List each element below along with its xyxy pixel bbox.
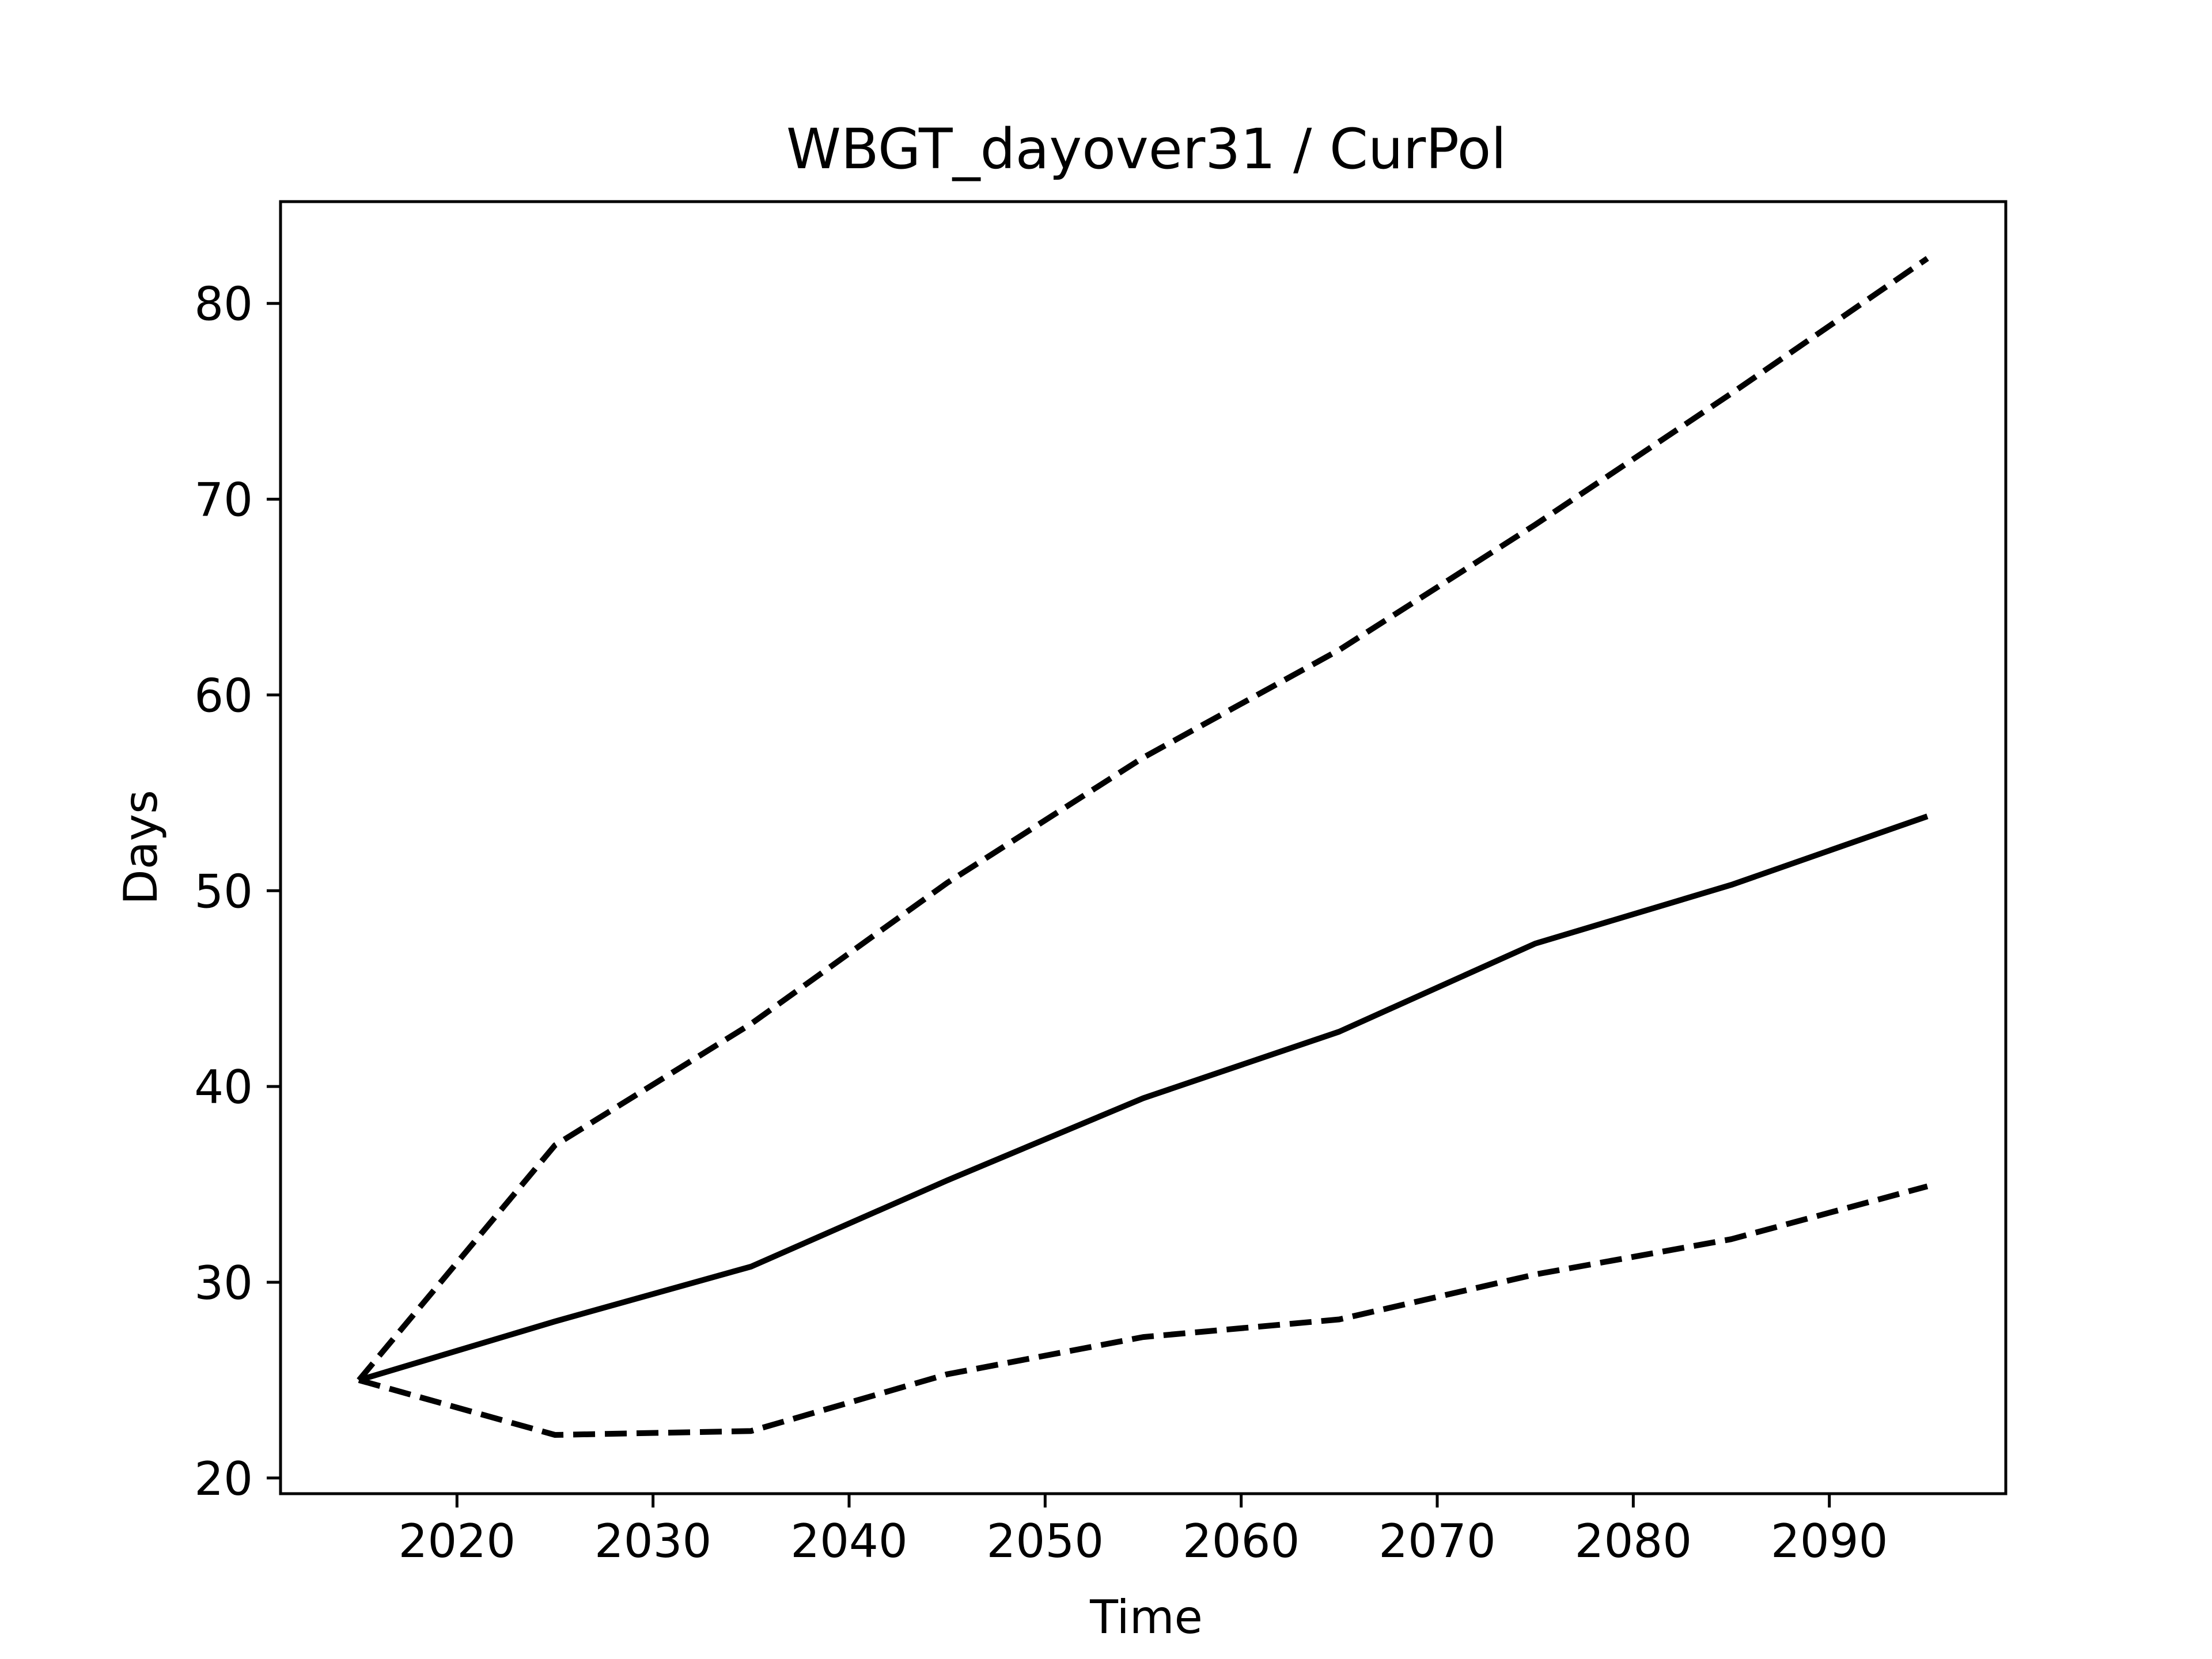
x-tick-label-2050: 2050 <box>987 1514 1104 1568</box>
y-tick-label-60: 60 <box>194 669 253 722</box>
series-group <box>357 256 1929 1438</box>
x-tick-label-2040: 2040 <box>790 1514 908 1568</box>
y-axis-label: Days <box>114 790 168 905</box>
x-tick-label-2020: 2020 <box>399 1514 516 1568</box>
chart-title: WBGT_dayover31 / CurPol <box>786 117 1506 181</box>
x-tick-label-2080: 2080 <box>1575 1514 1692 1568</box>
plot-area-frame <box>279 200 2008 1495</box>
x-tick-label-2060: 2060 <box>1183 1514 1300 1568</box>
y-tick-label-50: 50 <box>194 865 253 918</box>
x-tick-label-2090: 2090 <box>1771 1514 1888 1568</box>
y-tick-label-70: 70 <box>194 474 253 527</box>
x-tick-label-2070: 2070 <box>1378 1514 1496 1568</box>
series-upper-bound-dashed-line <box>357 256 1929 1382</box>
x-axis-label: Time <box>1089 1590 1203 1644</box>
y-tick-label-80: 80 <box>194 278 253 331</box>
x-tick-label-2030: 2030 <box>594 1514 712 1568</box>
y-tick-label-20: 20 <box>194 1452 253 1506</box>
y-axis-ticks: 20 30 40 50 60 70 80 <box>194 278 281 1506</box>
x-axis-ticks: 2020 2030 2040 2050 2060 2070 2080 2090 <box>399 1494 1888 1568</box>
series-median-line <box>358 813 1929 1383</box>
series-lower-bound-dashed-line <box>358 1183 1929 1438</box>
y-tick-label-40: 40 <box>194 1060 253 1114</box>
y-tick-label-30: 30 <box>194 1256 253 1310</box>
